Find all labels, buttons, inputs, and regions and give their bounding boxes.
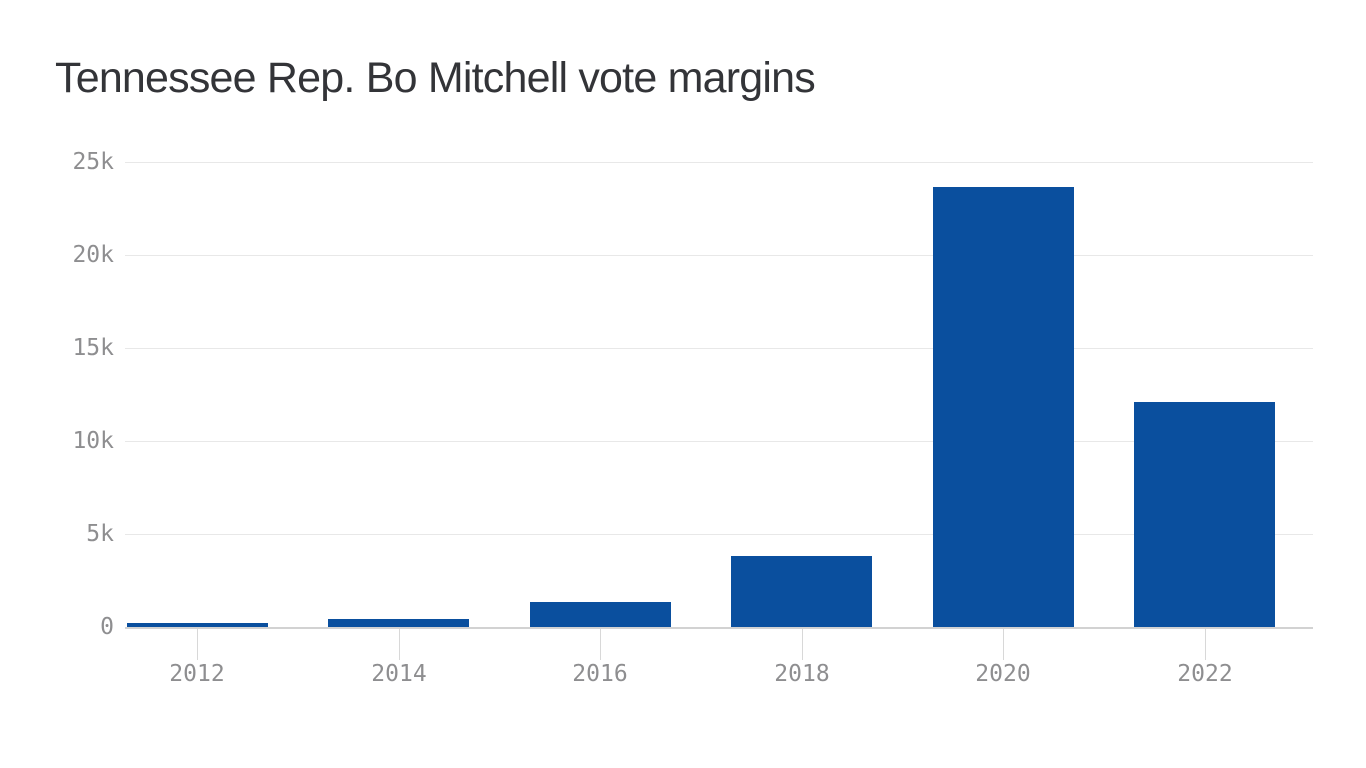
x-axis-tick-2014: [399, 629, 400, 660]
x-axis-label-2012: 2012: [169, 661, 225, 687]
bar-2018: [731, 556, 872, 627]
bar-2016: [530, 602, 671, 627]
gridline-25k: [125, 162, 1313, 163]
x-axis-tick-2016: [600, 629, 601, 660]
y-axis-label-10k: 10k: [72, 428, 114, 454]
x-axis-label-2020: 2020: [975, 661, 1031, 687]
gridline-15k: [125, 348, 1313, 349]
x-axis-baseline: [125, 627, 1313, 629]
y-axis-label-5k: 5k: [86, 521, 114, 547]
y-axis-label-0: 0: [100, 614, 114, 640]
x-axis-tick-2022: [1205, 629, 1206, 660]
gridline-10k: [125, 441, 1313, 442]
x-axis-label-2014: 2014: [371, 661, 427, 687]
x-axis-tick-2012: [197, 629, 198, 660]
x-axis-tick-2018: [802, 629, 803, 660]
y-axis-label-20k: 20k: [72, 242, 114, 268]
gridline-5k: [125, 534, 1313, 535]
y-axis-label-25k: 25k: [72, 149, 114, 175]
x-axis-label-2016: 2016: [572, 661, 628, 687]
bar-2014: [328, 619, 469, 627]
x-axis-label-2018: 2018: [774, 661, 830, 687]
bar-2022: [1134, 402, 1275, 627]
x-axis-label-2022: 2022: [1177, 661, 1233, 687]
gridline-20k: [125, 255, 1313, 256]
x-axis-tick-2020: [1003, 629, 1004, 660]
y-axis-label-15k: 15k: [72, 335, 114, 361]
chart-title: Tennessee Rep. Bo Mitchell vote margins: [55, 54, 816, 102]
bar-2020: [933, 187, 1074, 627]
bar-2012: [127, 623, 268, 627]
